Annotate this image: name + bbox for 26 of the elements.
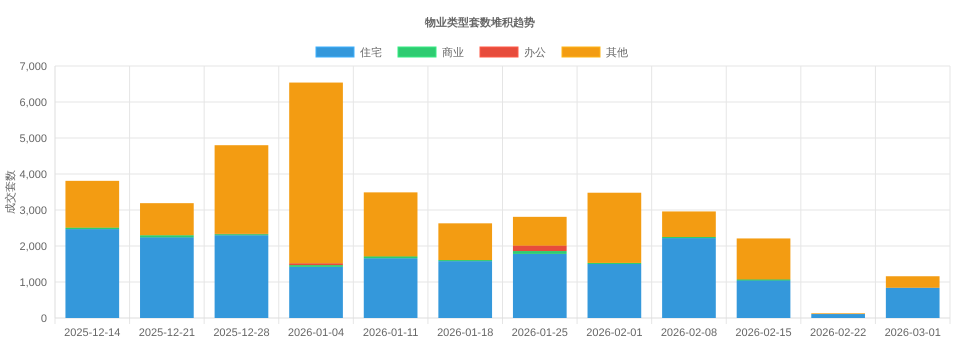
legend-label: 住宅 bbox=[360, 46, 382, 59]
x-tick-label: 2025-12-14 bbox=[64, 327, 120, 339]
y-tick-label: 2,000 bbox=[19, 241, 47, 253]
x-tick-label: 2025-12-28 bbox=[213, 327, 270, 339]
y-tick-label: 7,000 bbox=[19, 61, 47, 73]
legend-label: 商业 bbox=[442, 46, 464, 59]
x-tick-label: 2026-03-01 bbox=[884, 327, 941, 339]
x-tick-label: 2026-02-01 bbox=[586, 327, 643, 339]
y-tick-label: 6,000 bbox=[19, 97, 47, 109]
x-tick-label: 2026-02-15 bbox=[735, 327, 792, 339]
y-tick-label: 3,000 bbox=[19, 205, 47, 217]
x-tick-label: 2026-01-04 bbox=[288, 327, 344, 339]
x-tick-label: 2026-02-08 bbox=[660, 327, 718, 339]
x-tick-label: 2026-01-25 bbox=[512, 327, 568, 339]
y-tick-label: 5,000 bbox=[19, 133, 47, 145]
chart-title: 物业类型套数堆积趋势 bbox=[424, 16, 535, 29]
y-tick-label: 1,000 bbox=[19, 277, 47, 289]
y-tick-label: 4,000 bbox=[19, 169, 47, 181]
x-tick-label: 2026-01-11 bbox=[362, 327, 418, 339]
legend-label: 其他 bbox=[606, 46, 628, 59]
x-tick-label: 2026-02-22 bbox=[810, 327, 866, 339]
x-tick-label: 2026-01-18 bbox=[437, 327, 494, 339]
x-tick-label: 2025-12-21 bbox=[138, 327, 196, 339]
legend-label: 办公 bbox=[524, 46, 546, 59]
y-axis-title: 成交套数 bbox=[4, 170, 17, 214]
y-tick-label: 0 bbox=[40, 313, 47, 325]
